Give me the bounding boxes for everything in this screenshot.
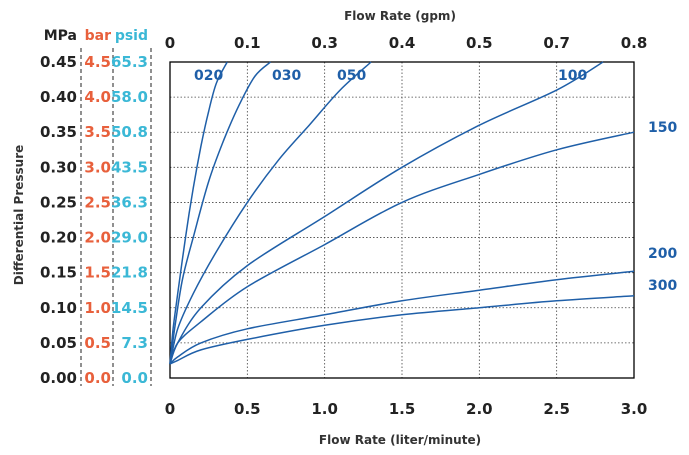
y-unit-bar: bar	[85, 28, 111, 44]
y-tick-psid: 29.0	[111, 229, 148, 247]
y-tick-psid: 58.0	[111, 88, 148, 106]
y-tick-bar: 2.0	[84, 229, 111, 247]
y-tick-MPa: 0.15	[40, 264, 77, 282]
x2-tick-label: 0.4	[389, 34, 416, 52]
x2-tick-label: 0.8	[621, 34, 648, 52]
y-tick-psid: 65.3	[111, 53, 148, 71]
y-tick-bar: 4.5	[84, 53, 111, 71]
series-label-200: 200	[648, 246, 677, 262]
series-line-030	[169, 61, 272, 365]
y-tick-MPa: 0.05	[40, 334, 77, 352]
x-tick-label: 2.0	[466, 400, 493, 418]
y-tick-psid: 21.8	[111, 264, 148, 282]
x-tick-label: 1.5	[389, 400, 416, 418]
y-tick-MPa: 0.40	[40, 88, 77, 106]
x2-axis-title: Flow Rate (gpm)	[344, 9, 456, 23]
series-line-050	[169, 61, 372, 365]
y-tick-MPa: 0.45	[40, 53, 77, 71]
x2-tick-label: 0.1	[234, 34, 261, 52]
plot-frame	[169, 61, 635, 379]
x2-tick-label: 0.3	[311, 34, 338, 52]
y-tick-bar: 3.5	[84, 123, 111, 141]
y-tick-bar: 2.5	[84, 193, 111, 211]
x-tick-label: 0.5	[234, 400, 261, 418]
series-line-020	[169, 61, 228, 365]
y-tick-bar: 1.5	[84, 264, 111, 282]
y-tick-bar: 0.0	[84, 369, 111, 387]
series-label-030: 030	[272, 68, 301, 84]
series-line-100	[169, 61, 604, 365]
series-labels: 020 030 050 100 150 200 300	[194, 68, 677, 294]
x2-axis-ticks: 0 0.1 0.3 0.4 0.5 0.7 0.8	[165, 34, 648, 52]
y-unit-MPa: MPa	[44, 28, 77, 44]
y-axis-columns: MPa 0.00 0.05 0.10 0.15 0.20 0.25 0.30 0.35 0.40 0…	[40, 28, 152, 387]
series-line-200	[169, 270, 635, 365]
x-axis-title: Flow Rate (liter/minute)	[319, 433, 481, 447]
y-tick-psid: 50.8	[111, 123, 148, 141]
x2-tick-label: 0.5	[466, 34, 493, 52]
y-tick-psid: 36.3	[111, 193, 148, 211]
y-unit-psid: psid	[115, 28, 148, 44]
y-tick-MPa: 0.30	[40, 158, 77, 176]
y-tick-psid: 7.3	[121, 334, 148, 352]
y-tick-MPa: 0.20	[40, 229, 77, 247]
series-lines	[169, 61, 635, 365]
y-tick-bar: 0.5	[84, 334, 111, 352]
series-label-020: 020	[194, 68, 223, 84]
series-label-050: 050	[337, 68, 366, 84]
series-line-150	[169, 131, 635, 365]
y-tick-psid: 43.5	[111, 158, 148, 176]
y-axis-title: Differential Pressure	[12, 145, 26, 286]
y-tick-MPa: 0.35	[40, 123, 77, 141]
x-tick-label: 0	[165, 400, 175, 418]
y-tick-bar: 3.0	[84, 158, 111, 176]
series-label-150: 150	[648, 120, 677, 136]
y-tick-MPa: 0.25	[40, 193, 77, 211]
y-tick-MPa: 0.10	[40, 299, 77, 317]
x-axis-ticks: 0 0.5 1.0 1.5 2.0 2.5 3.0	[165, 400, 648, 418]
y-tick-psid: 0.0	[121, 369, 148, 387]
x-tick-label: 2.5	[543, 400, 570, 418]
y-tick-bar: 1.0	[84, 299, 111, 317]
series-line-300	[169, 295, 635, 365]
series-label-100: 100	[558, 68, 587, 84]
x2-tick-label: 0.7	[543, 34, 570, 52]
y-tick-bar: 4.0	[84, 88, 111, 106]
x-tick-label: 1.0	[311, 400, 338, 418]
series-label-300: 300	[648, 278, 677, 294]
y-tick-psid: 14.5	[111, 299, 148, 317]
x-tick-label: 3.0	[621, 400, 648, 418]
x2-tick-label: 0	[165, 34, 175, 52]
y-tick-MPa: 0.00	[40, 369, 77, 387]
